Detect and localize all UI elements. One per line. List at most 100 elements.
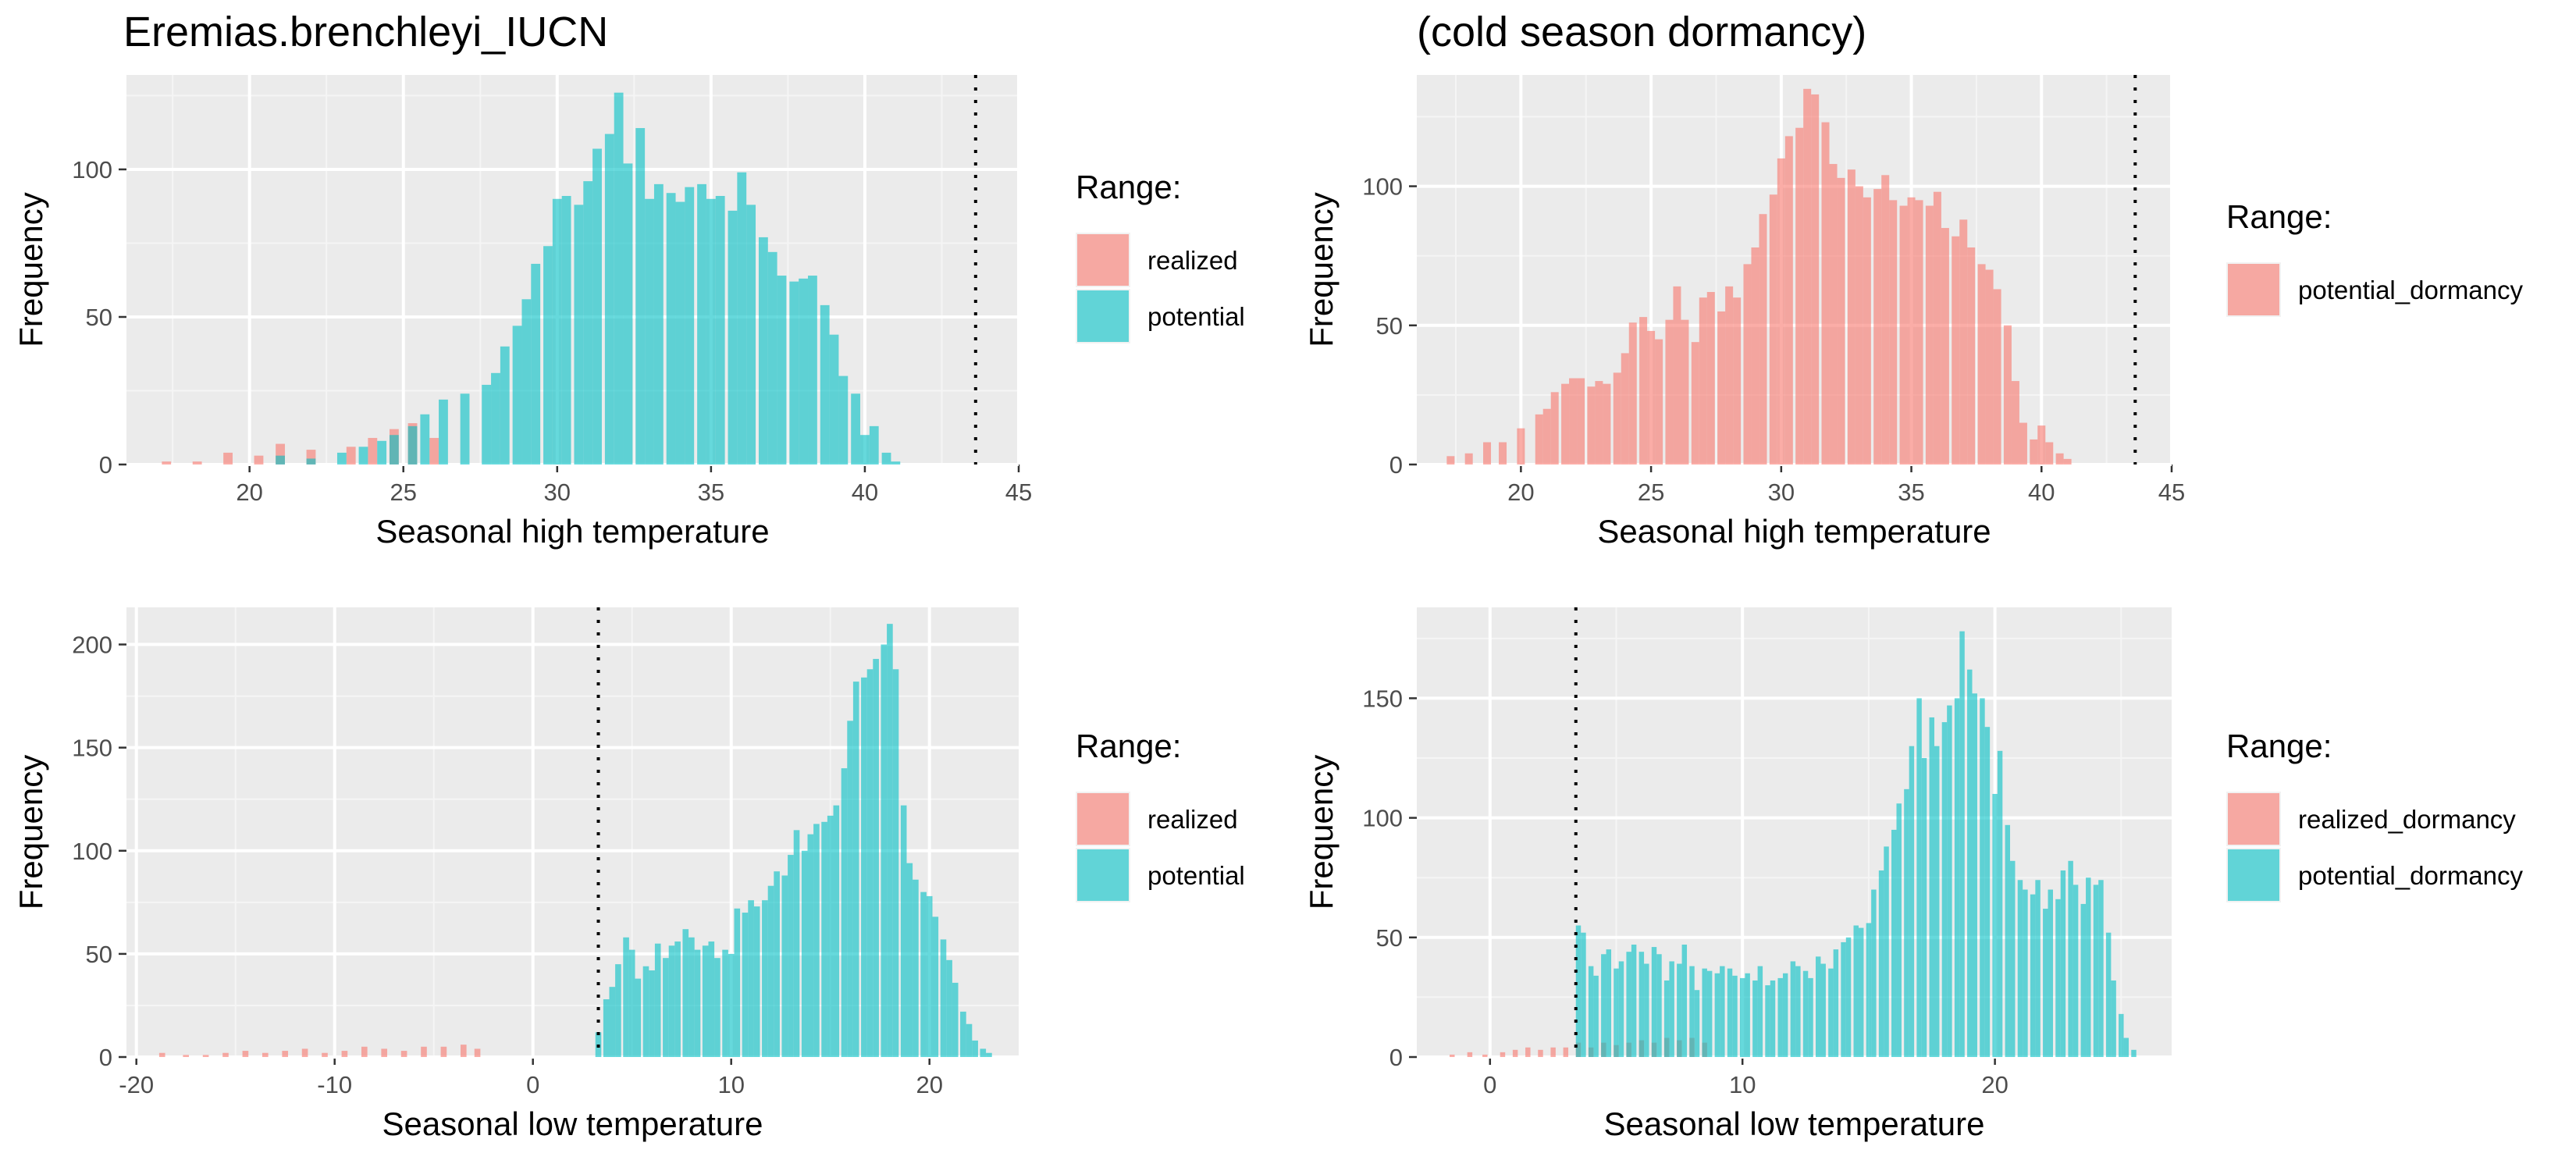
histogram-bar-potential_dormancy [1821,122,1830,465]
histogram-bar-potential_dormancy [1694,990,1700,1057]
histogram-bar-potential [966,1023,973,1057]
histogram-bar-potential [645,198,654,465]
histogram-bar-potential_dormancy [1907,197,1916,465]
histogram-bar-realized [346,447,356,464]
histogram-bar-potential [838,376,849,464]
histogram-bar-potential_dormancy [1644,963,1649,1057]
y-tick-label: 150 [72,735,112,762]
histogram-bar-potential_dormancy [1717,311,1726,464]
histogram-bar-potential [788,855,794,1057]
histogram-bar-potential_dormancy [1863,197,1871,465]
histogram-bar-potential_dormancy [1833,949,1839,1057]
histogram-bar-potential_dormancy [1702,968,1707,1057]
y-tick-label: 0 [99,451,112,479]
histogram-bar-potential [389,435,399,464]
histogram-bar-potential [482,384,492,464]
histogram-bar-potential [653,183,664,464]
y-axis-label: Frequency [1303,755,1340,909]
legend: Range: realized potential [1076,169,1245,343]
histogram-bar-potential [603,999,610,1057]
histogram-bar-potential_dormancy [1777,158,1785,464]
histogram-bar-potential_dormancy [1663,980,1670,1057]
histogram-bar-potential [920,892,927,1057]
legend-label: potential_dormancy [2298,861,2524,890]
histogram-bar-potential_dormancy [2035,880,2041,1057]
histogram-bar-potential_dormancy [1889,200,1898,464]
histogram-bar-potential_dormancy [1765,985,1770,1057]
histogram-bar-potential [767,251,777,464]
histogram-bar-potential_dormancy [1720,966,1725,1057]
histogram-bar-potential_dormancy [1841,941,1846,1057]
legend: Range: realized potential [1076,728,1245,902]
histogram-bar-potential [674,941,681,1057]
histogram-bar-realized [162,461,172,464]
legend-label: potential [1147,302,1245,331]
histogram-bar-potential [574,205,584,464]
histogram-bar-potential [685,187,695,464]
histogram-bar-potential_dormancy [1757,966,1763,1057]
legend-label: potential [1147,861,1245,890]
histogram-bar-realized [202,1055,209,1057]
histogram-bar-potential_dormancy [2098,880,2104,1057]
histogram-bar-realized [368,437,378,464]
histogram-bar-potential_dormancy [1517,428,1525,464]
histogram-bar-potential_dormancy [2048,889,2053,1057]
histogram-bar-potential_dormancy [1595,381,1603,464]
histogram-bar-potential_dormancy [2055,899,2061,1057]
histogram-bar-potential [767,885,774,1057]
x-tick-label: 45 [2158,479,2185,506]
histogram-bar-potential_dormancy [1985,269,1994,464]
y-tick-label: 50 [86,304,112,331]
histogram-bar-potential [980,1048,987,1057]
histogram-bar-potential [866,669,873,1057]
histogram-bar-potential [900,805,907,1057]
histogram-bar-potential_dormancy [1941,228,1949,464]
histogram-bar-potential [635,978,642,1057]
histogram-bar-potential_dormancy [1752,980,1758,1057]
histogram-bar-realized [276,443,285,464]
dormancy-title: (cold season dormancy) [1417,9,1867,55]
x-tick-label: 40 [852,479,878,506]
histogram-bar-potential_dormancy [2105,932,2112,1057]
histogram-bar-potential [728,210,738,464]
histogram-bar-potential_dormancy [2019,422,2027,464]
histogram-bar-potential_dormancy [1631,945,1637,1057]
histogram-bar-potential_dormancy [1929,717,1934,1057]
histogram-bar-potential_dormancy [1984,727,1991,1057]
histogram-bar-potential_dormancy [1759,214,1767,464]
histogram-bar-potential_dormancy [1699,297,1707,464]
histogram-bar-potential_dormancy [1483,442,1492,464]
histogram-bar-potential [833,805,840,1057]
histogram-bar-potential [813,824,820,1057]
x-tick-label: 30 [1768,479,1795,506]
histogram-bar-potential_dormancy [2011,381,2019,464]
histogram-bar-potential_dormancy [2060,870,2066,1057]
chart-panel-1: 20 25 30 35 40 45 0 50 100 Seasonal high temperat… [12,75,1245,550]
legend: Range: realized_dormancy potential_dormanc… [2226,728,2524,902]
y-tick-label: 150 [1362,685,1403,712]
histogram-bar-realized [158,1052,165,1057]
legend: Range: potential_dormancy [2226,198,2524,317]
x-axis-label: Seasonal high temperature [1597,513,1991,550]
y-tick-label: 100 [1362,173,1403,201]
histogram-bar-potential [932,917,939,1057]
histogram-bar-realized [440,1046,447,1057]
histogram-bar-realized [223,452,233,464]
y-axis-label: Frequency [12,755,49,909]
histogram-bar-potential_dormancy [1691,342,1699,464]
histogram-bar-potential [276,455,285,464]
histogram-bar-potential_dormancy [1669,961,1674,1057]
y-tick-label: 100 [72,156,112,183]
legend-swatch [2228,849,2279,901]
histogram-bar-potential_dormancy [1925,205,1934,464]
histogram-bar-potential [758,237,768,464]
histogram-bar-potential_dormancy [1751,247,1759,464]
y-tick-label: 200 [72,632,112,659]
histogram-bar-potential [860,435,870,464]
histogram-bar-potential_dormancy [1677,963,1682,1057]
histogram-bar-potential_dormancy [1915,200,1923,464]
histogram-bar-potential [642,966,649,1057]
histogram-bar-realized [242,1051,249,1057]
histogram-bar-potential_dormancy [1651,947,1657,1057]
